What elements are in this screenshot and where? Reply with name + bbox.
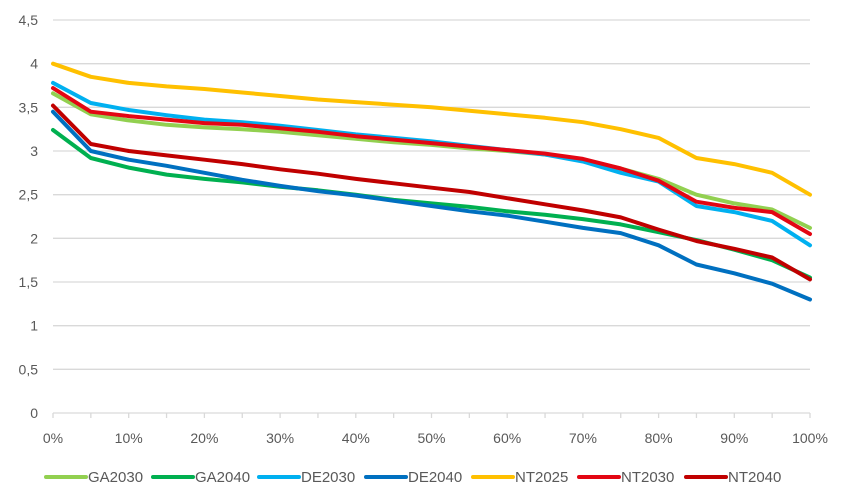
y-tick-label: 4,5 xyxy=(19,12,39,28)
x-tick-label: 20% xyxy=(190,430,218,446)
x-tick-label: 80% xyxy=(645,430,673,446)
y-tick-label: 3,5 xyxy=(19,99,39,115)
y-tick-label: 1,5 xyxy=(19,274,39,290)
x-tick-label: 70% xyxy=(569,430,597,446)
legend-item-de2030: DE2030 xyxy=(257,469,355,486)
x-axis xyxy=(52,412,811,418)
series-line-nt2025 xyxy=(51,61,812,197)
y-axis-tick-labels: 0 0,5 1 1,5 2 2,5 3 3,5 4 4,5 xyxy=(19,12,39,421)
x-tick-label: 50% xyxy=(417,430,445,446)
x-tick-label: 100% xyxy=(792,430,828,446)
legend-label: NT2025 xyxy=(515,469,568,486)
legend-item-nt2040: NT2040 xyxy=(684,469,781,486)
series-line-de2040 xyxy=(51,109,812,302)
y-tick-label: 1 xyxy=(30,318,38,334)
legend-label: DE2030 xyxy=(301,469,355,486)
x-tick-label: 90% xyxy=(720,430,748,446)
x-tick-label: 30% xyxy=(266,430,294,446)
legend-item-ga2040: GA2040 xyxy=(151,469,250,486)
y-tick-label: 2 xyxy=(30,230,38,246)
x-tick-label: 40% xyxy=(342,430,370,446)
y-tick-label: 2,5 xyxy=(19,187,39,203)
legend-item-nt2025: NT2025 xyxy=(471,469,568,486)
x-axis-tick-labels: 0% 10% 20% 30% 40% 50% 60% 70% 80% 90% 100% xyxy=(43,430,828,446)
series-line-nt2030 xyxy=(51,86,812,236)
legend-label: GA2030 xyxy=(88,469,143,486)
y-tick-label: 0 xyxy=(30,405,38,421)
x-tick-label: 10% xyxy=(115,430,143,446)
legend-label: NT2040 xyxy=(728,469,781,486)
legend-item-de2040: DE2040 xyxy=(364,469,462,486)
series-lines xyxy=(51,61,812,302)
legend-label: NT2030 xyxy=(621,469,674,486)
y-tick-label: 0,5 xyxy=(19,361,39,377)
legend-item-ga2030: GA2030 xyxy=(44,469,143,486)
legend-label: GA2040 xyxy=(195,469,250,486)
series-line-nt2040 xyxy=(51,103,812,282)
legend-label: DE2040 xyxy=(408,469,462,486)
legend: GA2030 GA2040 DE2030 DE2040 NT2025 NT2030 NT20… xyxy=(44,469,781,486)
legend-item-nt2030: NT2030 xyxy=(577,469,674,486)
x-tick-label: 60% xyxy=(493,430,521,446)
x-tick-label: 0% xyxy=(43,430,63,446)
grid-lines xyxy=(53,19,810,370)
y-tick-label: 3 xyxy=(30,143,38,159)
y-tick-label: 4 xyxy=(30,56,38,72)
